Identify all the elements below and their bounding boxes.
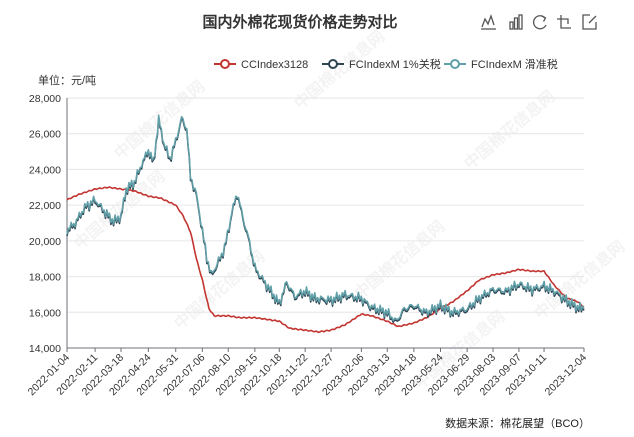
y-tick-label: 26,000 (29, 129, 61, 141)
legend-marker (450, 59, 460, 69)
watermark-text: 中国棉花信息网 (70, 167, 168, 254)
series-line-2 (66, 116, 585, 324)
y-tick-label: 20,000 (29, 236, 61, 248)
y-axis: 14,000 16,000 18,000 20,000 22,000 24,000 26,0… (29, 93, 68, 355)
legend-marker (220, 59, 230, 69)
y-tick-label: 18,000 (29, 272, 61, 284)
bar-chart-icon[interactable] (508, 14, 524, 30)
series-line-1 (66, 186, 585, 334)
legend-label: CCIndex3128 (241, 59, 308, 71)
save-image-icon[interactable] (556, 14, 572, 30)
watermark-text: 中国棉花信息网 (350, 217, 448, 304)
chart-legend: CCIndex3128 FCIndexM 1%关税 FCIndexM 滑准税 (214, 57, 558, 71)
x-tick-label: 2023-12-04 (543, 352, 590, 399)
x-axis: 2022-01-042022-02-112022-03-182022-04-24… (26, 347, 590, 399)
legend-label: FCIndexM 1%关税 (349, 57, 441, 71)
legend-item-2[interactable]: FCIndexM 1%关税 (322, 57, 441, 71)
line-chart-icon[interactable] (480, 14, 496, 30)
legend-marker (328, 59, 338, 69)
watermark-layer: 中国棉花信息网中国棉花信息网中国棉花信息网中国棉花信息网中国棉花信息网中国棉花信… (70, 27, 628, 394)
series-lines (66, 114, 585, 334)
series-line-3 (66, 114, 585, 322)
legend-label: FCIndexM 滑准税 (471, 57, 558, 71)
y-tick-label: 14,000 (29, 343, 61, 355)
y-tick-label: 16,000 (29, 307, 61, 319)
y-tick-label: 24,000 (29, 164, 61, 176)
y-tick-label: 28,000 (29, 93, 61, 105)
restore-icon[interactable] (532, 14, 548, 30)
toolbox (480, 14, 597, 30)
legend-item-3[interactable]: FCIndexM 滑准税 (444, 57, 558, 71)
legend-item-1[interactable]: CCIndex3128 (214, 59, 308, 71)
y-axis-unit-label: 单位：元/吨 (38, 73, 96, 87)
zoom-icon[interactable] (580, 14, 597, 30)
data-source-note: 数据来源：棉花展望（BCO） (445, 416, 590, 430)
chart-title: 国内外棉花现货价格走势对比 (202, 13, 397, 31)
y-tick-label: 22,000 (29, 200, 61, 212)
watermark-text: 中国棉花信息网 (460, 87, 558, 174)
